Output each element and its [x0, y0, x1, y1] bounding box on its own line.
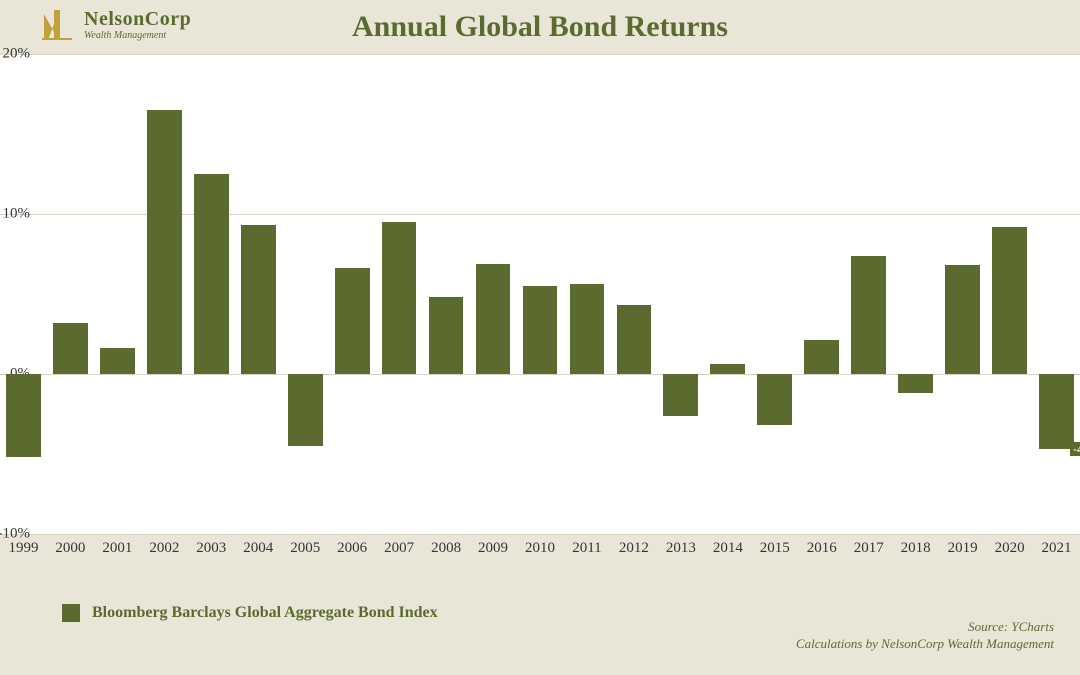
bar-chart: -10%0%10%20%1999200020012002200320042005…	[0, 54, 1080, 560]
legend: Bloomberg Barclays Global Aggregate Bond…	[62, 604, 438, 622]
y-axis-label: 10%	[0, 206, 30, 223]
x-axis-label: 2004	[243, 540, 273, 557]
bar	[617, 305, 652, 374]
legend-swatch	[62, 604, 80, 622]
bar	[335, 268, 370, 374]
bar	[476, 264, 511, 374]
gridline	[0, 54, 1080, 55]
bar	[710, 364, 745, 374]
source-line-2: Calculations by NelsonCorp Wealth Manage…	[796, 635, 1054, 653]
y-axis-label: 20%	[0, 46, 30, 63]
x-axis-label: 2020	[995, 540, 1025, 557]
x-axis-label: 1999	[8, 540, 38, 557]
chart-title: Annual Global Bond Returns	[0, 10, 1080, 44]
bar	[851, 256, 886, 374]
bar	[992, 227, 1027, 374]
x-axis-label: 2014	[713, 540, 743, 557]
x-axis-label: 2007	[384, 540, 414, 557]
bar	[6, 374, 41, 457]
bar	[288, 374, 323, 446]
x-axis-label: 2006	[337, 540, 367, 557]
value-callout-badge: -4	[1070, 442, 1080, 456]
bar	[663, 374, 698, 416]
bar	[757, 374, 792, 425]
x-axis-label: 2019	[948, 540, 978, 557]
bar	[429, 297, 464, 374]
x-axis-label: 2009	[478, 540, 508, 557]
x-axis-label: 2017	[854, 540, 884, 557]
x-axis-label: 2010	[525, 540, 555, 557]
bar	[523, 286, 558, 374]
x-axis-label: 2016	[807, 540, 837, 557]
gridline	[0, 534, 1080, 535]
x-axis-label: 2008	[431, 540, 461, 557]
x-axis-label: 2001	[102, 540, 132, 557]
bar	[147, 110, 182, 374]
x-axis-label: 2021	[1042, 540, 1072, 557]
bar	[804, 340, 839, 374]
x-axis-label: 2012	[619, 540, 649, 557]
bar	[570, 284, 605, 374]
source-line-1: Source: YCharts	[796, 618, 1054, 636]
bar	[241, 225, 276, 374]
x-axis-label: 2011	[572, 540, 601, 557]
bar	[898, 374, 933, 393]
bar	[53, 323, 88, 374]
x-axis-label: 2015	[760, 540, 790, 557]
x-axis-label: 2018	[901, 540, 931, 557]
bar	[382, 222, 417, 374]
legend-label: Bloomberg Barclays Global Aggregate Bond…	[92, 604, 438, 622]
bar	[194, 174, 229, 374]
x-axis-label: 2005	[290, 540, 320, 557]
x-axis-label: 2002	[149, 540, 179, 557]
x-axis-label: 2013	[666, 540, 696, 557]
source-attribution: Source: YCharts Calculations by NelsonCo…	[796, 618, 1054, 653]
x-axis-label: 2003	[196, 540, 226, 557]
bar	[100, 348, 135, 374]
bar	[945, 265, 980, 374]
x-axis-label: 2000	[55, 540, 85, 557]
bar	[1039, 374, 1074, 449]
